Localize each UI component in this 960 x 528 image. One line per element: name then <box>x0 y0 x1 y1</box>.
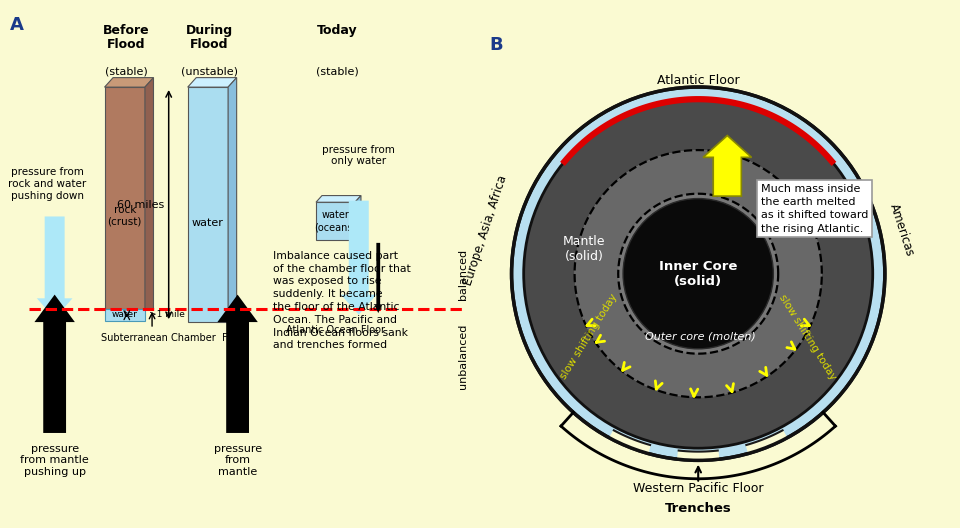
Text: A: A <box>10 16 23 34</box>
Text: Europe, Asia, Africa: Europe, Asia, Africa <box>461 173 509 287</box>
Text: pressure
from
mantle: pressure from mantle <box>213 444 262 477</box>
Bar <box>105 87 145 309</box>
Text: Subterranean Chamber  Floor: Subterranean Chamber Floor <box>101 333 246 343</box>
Text: (stable): (stable) <box>316 66 359 76</box>
Circle shape <box>623 199 774 349</box>
Text: Inner Core
(solid): Inner Core (solid) <box>659 260 737 288</box>
Text: pressure from
rock and water
pushing down: pressure from rock and water pushing dow… <box>9 167 86 201</box>
Text: Outer core (molten): Outer core (molten) <box>645 332 756 342</box>
Bar <box>188 87 228 322</box>
Polygon shape <box>746 430 786 454</box>
FancyArrow shape <box>341 201 376 315</box>
Text: water: water <box>192 219 224 229</box>
Text: balanced: balanced <box>458 249 468 300</box>
Circle shape <box>512 87 885 460</box>
Circle shape <box>524 99 873 448</box>
Text: 60 miles: 60 miles <box>117 200 164 210</box>
Circle shape <box>618 194 779 354</box>
Polygon shape <box>228 78 237 322</box>
Text: unbalanced: unbalanced <box>458 324 468 389</box>
Bar <box>105 309 145 321</box>
Circle shape <box>575 150 822 397</box>
Polygon shape <box>316 195 361 202</box>
FancyArrow shape <box>374 243 382 313</box>
Polygon shape <box>355 195 361 240</box>
Polygon shape <box>188 78 237 87</box>
Text: Before
Flood: Before Flood <box>103 24 149 51</box>
Text: (stable): (stable) <box>105 66 147 76</box>
Text: Atlantic Ocean Floor: Atlantic Ocean Floor <box>286 325 385 335</box>
Text: Much mass inside
the earth melted
as it shifted toward
the rising Atlantic.: Much mass inside the earth melted as it … <box>761 184 869 233</box>
Text: pressure from
only water: pressure from only water <box>323 145 396 166</box>
Text: B: B <box>490 36 503 54</box>
Text: pressure
from mantle
pushing up: pressure from mantle pushing up <box>20 444 89 477</box>
Text: >1 mile: >1 mile <box>149 310 184 319</box>
Text: Mantle
(solid): Mantle (solid) <box>563 235 606 263</box>
Polygon shape <box>610 430 650 454</box>
Polygon shape <box>678 450 719 460</box>
FancyArrow shape <box>35 295 75 433</box>
Polygon shape <box>105 78 154 87</box>
Text: During
Flood: During Flood <box>185 24 232 51</box>
Text: Western Pacific Floor: Western Pacific Floor <box>633 482 763 495</box>
Text: slow shifting today: slow shifting today <box>777 293 838 381</box>
Text: Americas: Americas <box>887 202 917 258</box>
Text: (unstable): (unstable) <box>180 66 237 76</box>
Text: water: water <box>111 310 137 319</box>
Text: water
(oceans): water (oceans) <box>314 211 356 232</box>
Text: Atlantic Floor: Atlantic Floor <box>657 74 739 87</box>
Text: Today: Today <box>317 24 358 37</box>
Text: rock
(crust): rock (crust) <box>108 205 142 227</box>
FancyArrow shape <box>36 216 72 318</box>
FancyArrow shape <box>217 295 258 433</box>
Polygon shape <box>145 78 154 309</box>
Text: Trenches: Trenches <box>665 502 732 515</box>
Text: Imbalance caused part
of the chamber floor that
was exposed to rise
suddenly. It: Imbalance caused part of the chamber flo… <box>274 251 411 351</box>
Bar <box>316 202 355 240</box>
Circle shape <box>575 150 822 397</box>
Text: slow shifting today: slow shifting today <box>559 293 619 381</box>
FancyArrow shape <box>703 136 752 196</box>
